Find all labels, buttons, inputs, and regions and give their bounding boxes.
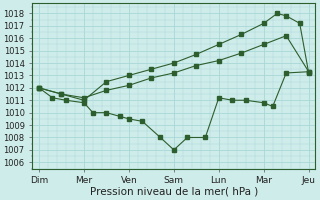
X-axis label: Pression niveau de la mer( hPa ): Pression niveau de la mer( hPa ) [90,187,258,197]
